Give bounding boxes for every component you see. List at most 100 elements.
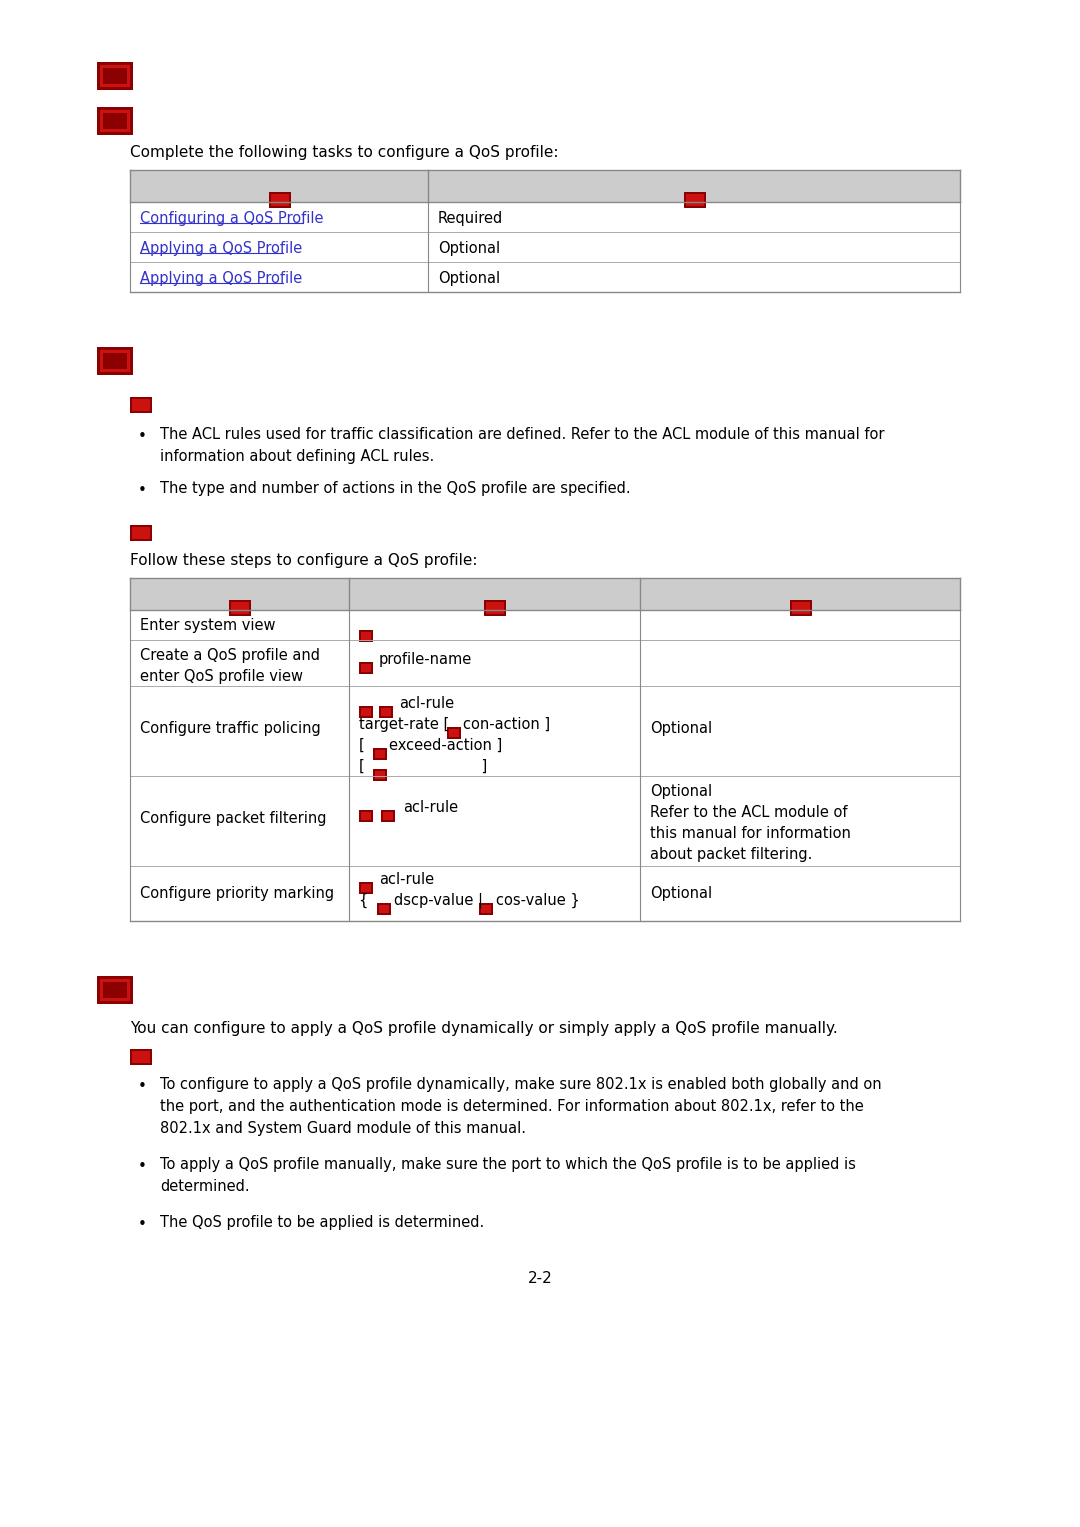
Text: dscp-value |: dscp-value | [394,893,483,909]
Bar [359,663,373,673]
Bar [100,350,130,373]
Bar [100,979,130,1002]
Bar [97,107,133,134]
Bar [361,812,372,820]
Text: acl-rule: acl-rule [403,800,458,815]
Bar [381,709,391,716]
Text: To apply a QoS profile manually, make sure the port to which the QoS profile is : To apply a QoS profile manually, make su… [160,1157,855,1173]
Bar [231,602,249,614]
Bar [484,600,507,615]
Text: Create a QoS profile and: Create a QoS profile and [140,647,320,663]
Bar [379,906,389,913]
Text: ]: ] [389,759,487,774]
Text: •: • [138,1080,147,1093]
Bar [130,1049,152,1064]
Text: Complete the following tasks to configure a QoS profile:: Complete the following tasks to configur… [130,145,558,160]
Text: Optional: Optional [438,241,500,257]
Bar [449,728,459,738]
Text: con-action ]: con-action ] [463,718,550,731]
Bar [359,809,373,822]
Bar [132,1051,150,1063]
Bar [269,192,291,208]
Text: enter QoS profile view: enter QoS profile view [140,669,303,684]
Text: Configure traffic policing: Configure traffic policing [140,721,321,736]
Bar [481,906,491,913]
Text: target-rate [: target-rate [ [359,718,449,731]
Bar [361,709,372,716]
Text: •: • [138,1159,147,1174]
Text: •: • [138,429,147,444]
Bar [130,397,152,412]
Text: Optional: Optional [650,783,712,799]
Text: acl-rule: acl-rule [379,872,434,887]
Bar [375,771,384,779]
Text: Applying a QoS Profile: Applying a QoS Profile [140,241,302,257]
Text: Configure priority marking: Configure priority marking [140,886,334,901]
Text: exceed-action ]: exceed-action ] [389,738,502,753]
Text: [: [ [359,759,365,774]
Text: Follow these steps to configure a QoS profile:: Follow these steps to configure a QoS pr… [130,553,477,568]
Bar [97,63,133,90]
Bar [684,192,706,208]
Bar [103,353,127,370]
Bar [103,982,127,999]
Bar [381,809,395,822]
Text: acl-rule: acl-rule [399,696,454,712]
Bar [377,902,391,915]
Text: cos-value }: cos-value } [496,893,580,909]
Text: {: { [359,893,373,909]
Text: Enter system view: Enter system view [140,618,275,634]
Bar [132,399,150,411]
Bar [361,884,372,892]
Text: •: • [138,1217,147,1232]
Text: The ACL rules used for traffic classification are defined. Refer to the ACL modu: The ACL rules used for traffic classific… [160,428,885,441]
Bar [132,527,150,539]
Text: You can configure to apply a QoS profile dynamically or simply apply a QoS profi: You can configure to apply a QoS profile… [130,1022,838,1035]
Text: about packet filtering.: about packet filtering. [650,847,812,863]
Bar [447,727,461,739]
Bar [97,976,133,1003]
Text: information about defining ACL rules.: information about defining ACL rules. [160,449,434,464]
Text: 2-2: 2-2 [528,1270,552,1286]
Bar [229,600,251,615]
Bar [361,632,372,640]
Text: Optional: Optional [650,721,712,736]
Bar [373,748,387,760]
Bar [359,705,373,718]
Bar [103,113,127,128]
Bar [792,602,810,614]
Text: Applying a QoS Profile: Applying a QoS Profile [140,270,302,286]
Bar [103,69,127,84]
Bar [486,602,504,614]
Text: •: • [138,483,147,498]
Bar [361,664,372,672]
Text: The type and number of actions in the QoS profile are specified.: The type and number of actions in the Qo… [160,481,631,496]
Bar [100,66,130,87]
Bar [97,347,133,376]
Bar [359,631,373,641]
Bar [130,169,960,202]
Text: Optional: Optional [438,270,500,286]
Bar [686,194,704,206]
Bar [271,194,289,206]
Text: profile-name: profile-name [379,652,472,667]
Bar [789,600,812,615]
Text: this manual for information: this manual for information [650,826,851,841]
Text: determined.: determined. [160,1179,249,1194]
Text: Refer to the ACL module of: Refer to the ACL module of [650,805,848,820]
Bar [130,525,152,541]
Text: Required: Required [438,211,503,226]
Bar [130,579,960,609]
Text: [: [ [359,738,365,753]
Bar [359,883,373,893]
Text: Configuring a QoS Profile: Configuring a QoS Profile [140,211,324,226]
Bar [100,110,130,131]
Text: Optional: Optional [650,886,712,901]
Text: To configure to apply a QoS profile dynamically, make sure 802.1x is enabled bot: To configure to apply a QoS profile dyna… [160,1077,881,1092]
Text: Configure packet filtering: Configure packet filtering [140,811,326,826]
Bar [373,770,387,780]
Bar [379,705,393,718]
Bar [480,902,492,915]
Text: The QoS profile to be applied is determined.: The QoS profile to be applied is determi… [160,1215,484,1231]
Text: 802.1x and System Guard module of this manual.: 802.1x and System Guard module of this m… [160,1121,526,1136]
